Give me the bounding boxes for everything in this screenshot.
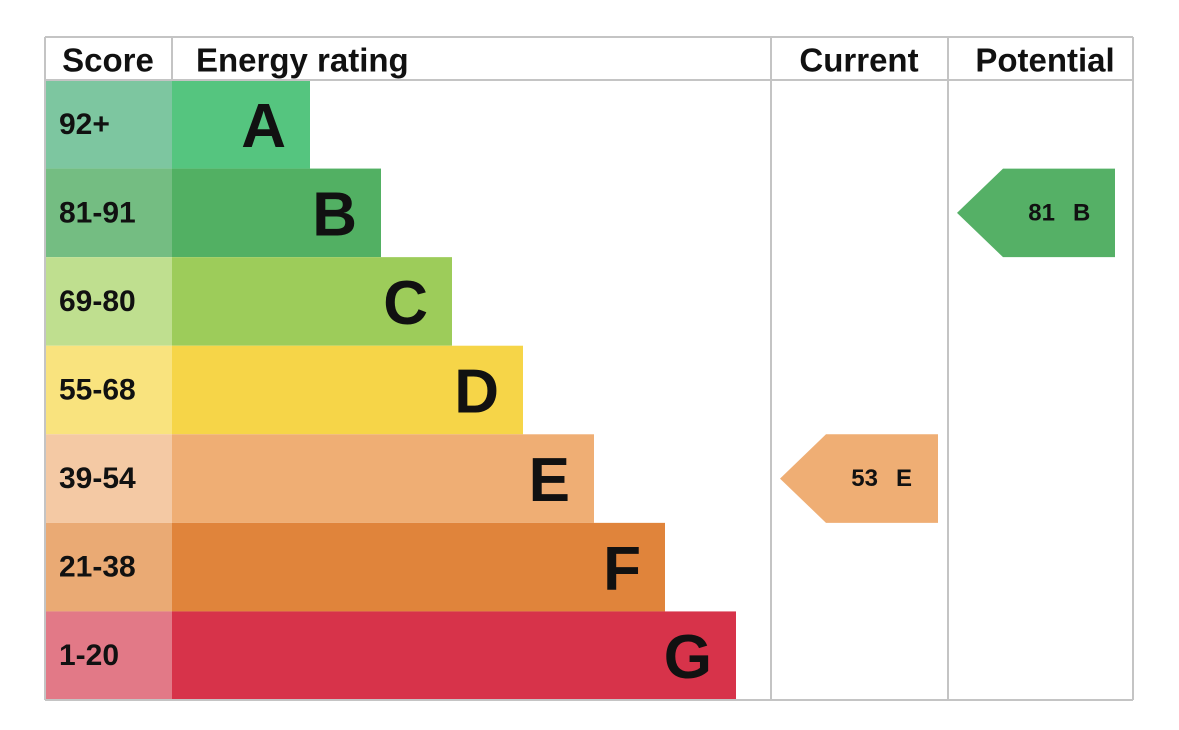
rating-bar [172,345,523,435]
score-label: 1-20 [59,639,119,672]
score-cell [45,80,172,169]
score-cell [45,434,172,523]
header-potential: Potential [975,42,1114,79]
potential-letter: B [1073,199,1090,226]
score-label: 39-54 [59,462,136,495]
band-letter: B [312,180,357,249]
score-cell [45,522,172,612]
rating-bar [172,434,594,523]
rating-bar [172,611,736,700]
score-label: 55-68 [59,374,136,407]
score-label: 69-80 [59,285,136,318]
header-rating: Energy rating [196,42,409,79]
rating-bar [172,257,452,346]
header-score: Score [62,42,154,79]
band-letter: E [529,446,570,515]
score-cell [45,611,172,700]
header-current: Current [799,42,918,79]
current-arrow [780,434,938,523]
current-letter: E [896,465,912,492]
potential-value: 81 [1028,199,1055,226]
rating-bar [172,522,665,612]
band-letter: F [603,535,641,604]
potential-arrow [957,168,1115,258]
score-label: 92+ [59,108,110,141]
score-cell [45,345,172,435]
score-cell [45,168,172,258]
band-letter: G [664,623,712,692]
band-letter: C [383,269,428,338]
band-letter: A [241,92,286,161]
score-label: 21-38 [59,551,136,584]
score-cell [45,257,172,346]
band-letter: D [454,358,499,427]
score-label: 81-91 [59,196,136,229]
current-value: 53 [851,465,878,492]
rating-bar [172,80,310,169]
rating-bar [172,168,381,258]
